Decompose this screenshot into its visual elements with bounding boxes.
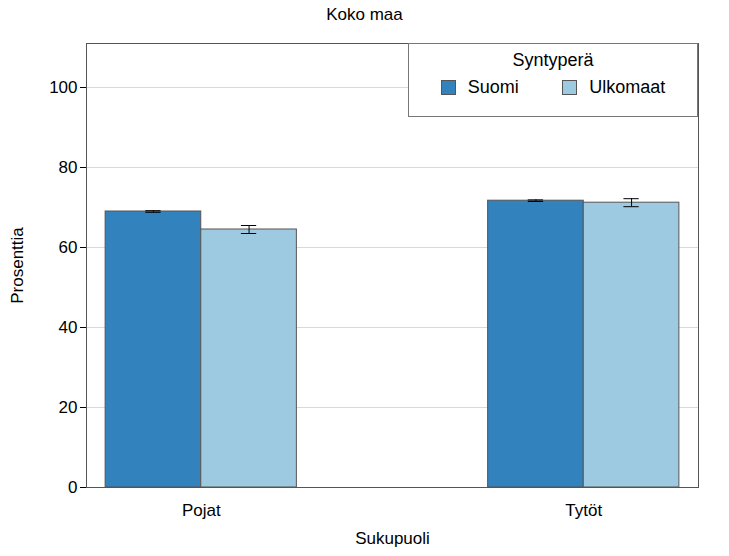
html-text:Koko maa: Koko maa [326, 5, 403, 24]
svg-text:0: 0 [68, 478, 77, 497]
svg-text:Prosenttia: Prosenttia [8, 227, 27, 304]
svg-text:100: 100 [49, 78, 77, 97]
svg-text:Tytöt: Tytöt [565, 501, 602, 520]
svg-text:Sukupuoli: Sukupuoli [355, 529, 430, 548]
svg-text:20: 20 [59, 398, 78, 417]
svg-text:80: 80 [59, 158, 78, 177]
svg-text:40: 40 [59, 318, 78, 337]
html-text:Ulkomaat: Ulkomaat [589, 77, 666, 97]
svg-text:Pojat: Pojat [182, 501, 221, 520]
html-text:Syntyperä: Syntyperä [512, 50, 594, 70]
svg-text:60: 60 [59, 238, 78, 257]
html-text:Suomi: Suomi [467, 77, 519, 97]
